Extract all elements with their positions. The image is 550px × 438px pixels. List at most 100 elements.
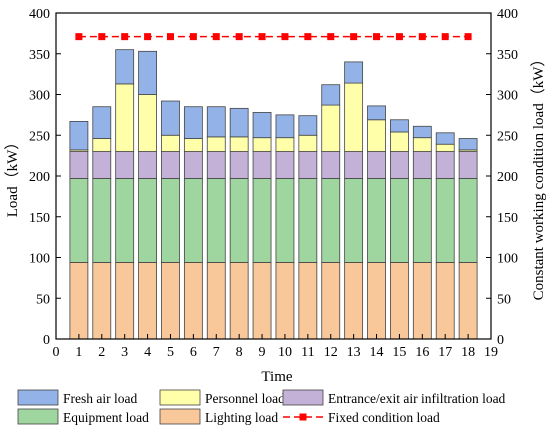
y-tick-label-200: 200: [29, 170, 50, 185]
legend-label-equipment-load: Equipment load: [63, 410, 149, 425]
fixed-condition-point-14: [373, 33, 381, 41]
bar-entrance-exit-air-infiltration-load-2: [92, 151, 112, 179]
legend: Fresh air load Personnel load Entrance/exi…: [17, 389, 506, 425]
bar-personnel-load-6: [183, 138, 203, 152]
y-tick-label-350: 350: [29, 48, 50, 63]
y2-tick-label-200: 200: [497, 170, 518, 185]
bar-fresh-air-load-15: [390, 119, 409, 133]
y2-tick-label-250: 250: [497, 129, 518, 144]
bar-fresh-air-load-2: [92, 106, 112, 139]
bar-personnel-load-13: [344, 82, 364, 152]
fixed-condition-point-8: [235, 33, 243, 41]
y2-tick-label-400: 400: [497, 7, 518, 22]
bar-fresh-air-load-14: [367, 105, 386, 121]
bar-equipment-load-5: [161, 178, 180, 263]
bar-personnel-load-3: [115, 83, 135, 152]
bar-lighting-load-15: [390, 261, 409, 340]
y2-tick-label-0: 0: [497, 333, 504, 348]
fixed-condition-point-11: [304, 33, 312, 41]
x-axis-title: Time: [261, 369, 292, 385]
x-tick-label-17: 17: [438, 345, 452, 360]
fixed-condition-point-6: [189, 33, 197, 41]
fixed-condition-point-1: [75, 33, 83, 41]
bar-personnel-load-2: [92, 138, 112, 152]
bar-personnel-load-9: [252, 137, 272, 152]
bar-fresh-air-load-3: [115, 49, 135, 85]
fixed-condition-point-13: [350, 33, 358, 41]
bar-lighting-load-10: [275, 261, 295, 340]
bar-equipment-load-1: [69, 178, 89, 263]
legend-swatch-fresh-air-load: [17, 389, 59, 406]
legend-label-personnel-load: Personnel load: [205, 391, 285, 406]
fixed-condition-line-layer: [75, 33, 472, 41]
bar-entrance-exit-air-infiltration-load-1: [69, 151, 89, 179]
bar-lighting-load-17: [435, 261, 455, 340]
x-tick-label-7: 7: [213, 345, 220, 360]
bar-lighting-load-14: [367, 261, 386, 340]
bar-equipment-load-16: [412, 178, 432, 263]
bar-lighting-load-16: [412, 261, 432, 340]
bar-fresh-air-load-5: [161, 100, 180, 136]
bar-lighting-load-9: [252, 261, 272, 340]
y-tick-label-400: 400: [29, 7, 50, 22]
bar-entrance-exit-air-infiltration-load-8: [229, 151, 249, 179]
bar-lighting-load-12: [321, 261, 341, 340]
bar-personnel-load-17: [435, 143, 455, 152]
bar-equipment-load-9: [252, 178, 272, 263]
x-tick-label-8: 8: [236, 345, 243, 360]
y-tick-label-250: 250: [29, 129, 50, 144]
bar-personnel-load-14: [367, 119, 386, 152]
bar-entrance-exit-air-infiltration-load-7: [206, 151, 226, 179]
fixed-condition-point-16: [418, 33, 426, 41]
y-tick-label-0: 0: [43, 333, 50, 348]
bar-personnel-load-10: [275, 137, 295, 152]
x-tick-label-1: 1: [75, 345, 82, 360]
bar-fresh-air-load-13: [344, 61, 364, 84]
bar-fresh-air-load-1: [69, 120, 89, 151]
bar-lighting-load-2: [92, 261, 112, 340]
bar-entrance-exit-air-infiltration-load-6: [183, 151, 203, 179]
x-tick-label-2: 2: [98, 345, 105, 360]
bar-lighting-load-5: [161, 261, 180, 340]
bar-entrance-exit-air-infiltration-load-9: [252, 151, 272, 179]
bar-lighting-load-7: [206, 261, 226, 340]
y-tick-label-100: 100: [29, 252, 50, 267]
legend-swatch-personnel-load: [159, 389, 201, 406]
y2-tick-label-150: 150: [497, 211, 518, 226]
bar-equipment-load-15: [390, 178, 409, 263]
legend-label-fresh-air-load: Fresh air load: [63, 391, 137, 406]
y2-tick-label-300: 300: [497, 89, 518, 104]
bar-fresh-air-load-11: [298, 115, 318, 136]
bar-equipment-load-12: [321, 178, 341, 263]
x-tick-label-0: 0: [53, 345, 60, 360]
bar-fresh-air-load-4: [138, 50, 157, 95]
bar-personnel-load-4: [138, 94, 157, 152]
x-tick-label-11: 11: [301, 345, 314, 360]
bar-personnel-load-7: [206, 136, 226, 152]
bar-entrance-exit-air-infiltration-load-18: [458, 151, 478, 179]
bar-lighting-load-3: [115, 261, 135, 340]
bar-lighting-load-13: [344, 261, 364, 340]
bar-entrance-exit-air-infiltration-load-16: [412, 151, 432, 179]
x-tick-label-14: 14: [370, 345, 384, 360]
fixed-condition-point-4: [144, 33, 152, 41]
bar-equipment-load-8: [229, 178, 249, 263]
bar-lighting-load-6: [183, 261, 203, 340]
x-tick-label-4: 4: [144, 345, 151, 360]
x-tick-label-15: 15: [392, 345, 406, 360]
bar-fresh-air-load-10: [275, 114, 295, 139]
bar-personnel-load-8: [229, 136, 249, 152]
x-tick-label-18: 18: [461, 345, 475, 360]
fixed-condition-point-12: [327, 33, 335, 41]
x-tick-label-3: 3: [121, 345, 128, 360]
bar-personnel-load-11: [298, 134, 318, 152]
bar-fresh-air-load-7: [206, 106, 226, 138]
bar-fresh-air-load-17: [435, 132, 455, 145]
bar-equipment-load-18: [458, 178, 478, 263]
bar-lighting-load-1: [69, 261, 89, 340]
bar-equipment-load-10: [275, 178, 295, 263]
bar-equipment-load-14: [367, 178, 386, 263]
bar-personnel-load-16: [412, 137, 432, 152]
